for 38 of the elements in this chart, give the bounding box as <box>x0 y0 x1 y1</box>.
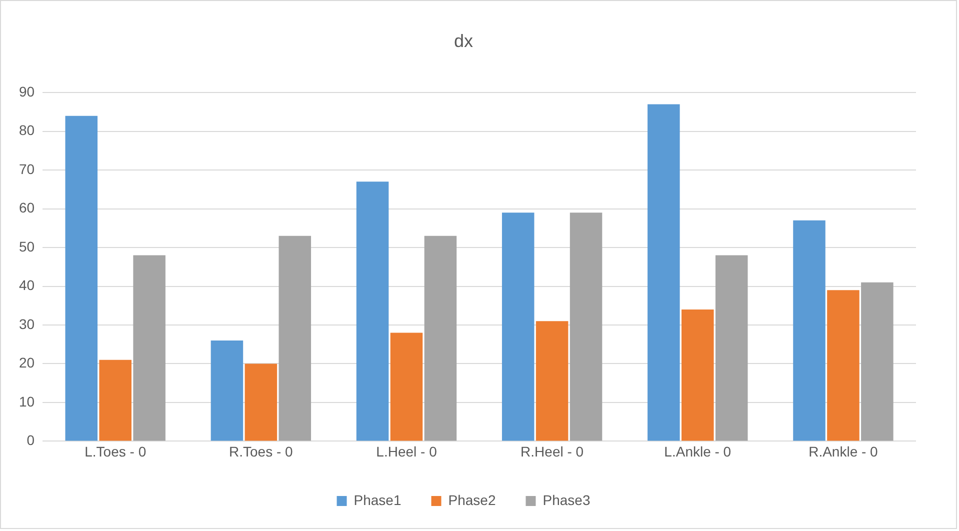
bar <box>133 255 166 441</box>
x-tick-label: R.Heel - 0 <box>520 443 584 460</box>
y-tick-label: 70 <box>18 160 35 177</box>
legend-label: Phase2 <box>448 492 496 508</box>
bar <box>502 212 534 441</box>
bar <box>682 310 714 441</box>
bar <box>99 360 132 441</box>
y-tick-label: 40 <box>18 277 35 294</box>
bar <box>861 282 894 441</box>
bar <box>827 290 860 441</box>
y-tick-label: 10 <box>18 393 35 410</box>
bar <box>356 182 389 441</box>
y-tick-label: 50 <box>18 238 35 254</box>
y-tick-label: 80 <box>18 122 35 138</box>
bar <box>244 364 278 441</box>
bar <box>793 220 826 441</box>
bar <box>278 236 312 441</box>
bar <box>390 332 423 441</box>
y-tick-label: 0 <box>26 432 35 448</box>
chart-title: dx <box>454 30 474 51</box>
y-tick-label: 90 <box>18 83 35 100</box>
bar <box>210 340 244 441</box>
bar <box>715 255 748 441</box>
bar <box>570 212 602 441</box>
x-tick-label: L.Ankle - 0 <box>664 443 732 460</box>
x-tick-label: R.Ankle - 0 <box>808 443 878 460</box>
bar <box>648 104 680 441</box>
y-tick-label: 30 <box>18 316 35 332</box>
x-tick-label: R.Toes - 0 <box>229 443 294 460</box>
bar <box>65 116 98 441</box>
x-tick-label: L.Toes - 0 <box>84 443 146 460</box>
bar <box>536 321 568 441</box>
x-tick-label: L.Heel - 0 <box>376 443 438 460</box>
y-tick-label: 20 <box>18 354 35 371</box>
legend-label: Phase3 <box>542 492 590 508</box>
legend-label: Phase1 <box>354 492 402 508</box>
bar <box>424 236 457 441</box>
y-tick-label: 60 <box>18 200 35 216</box>
